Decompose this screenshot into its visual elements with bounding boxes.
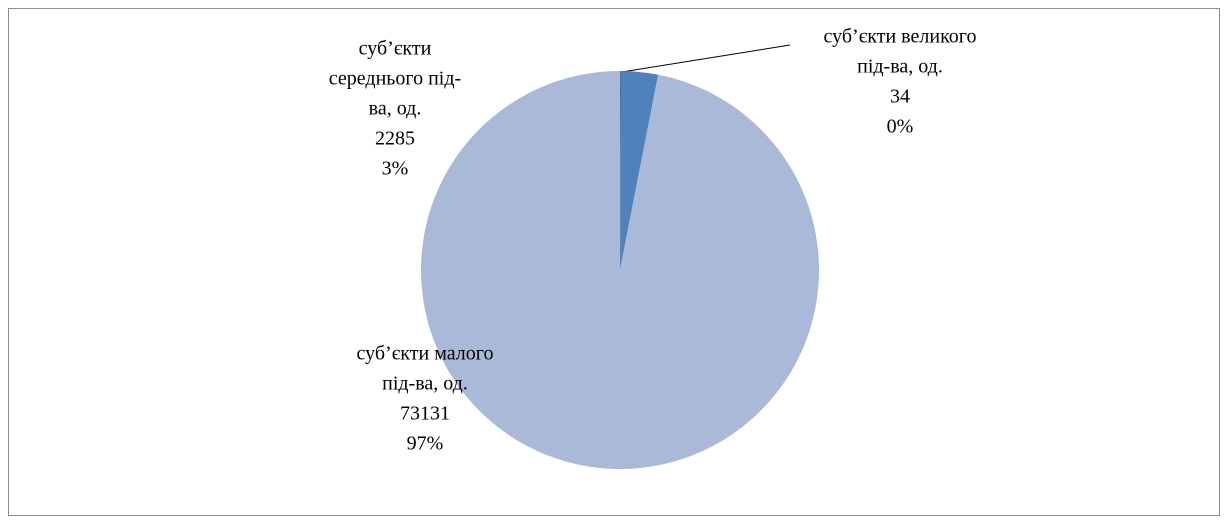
category-label: середнього під- [329, 68, 461, 90]
category-label: суб’єкти великого [824, 26, 977, 48]
category-label: суб’єкти [359, 38, 432, 60]
value-label: 73131 [400, 403, 450, 425]
percent-label: 3% [382, 158, 409, 180]
category-label: під-ва, од. [857, 56, 943, 78]
category-label: суб’єкти малого [357, 343, 494, 365]
pie-slice [421, 71, 820, 469]
category-label: під-ва, од. [382, 373, 468, 395]
value-label: 2285 [375, 128, 415, 150]
pie-slice [620, 71, 659, 271]
category-label: ва, од. [369, 98, 422, 120]
pie-slice [620, 71, 621, 270]
percent-label: 97% [407, 433, 444, 455]
leader-line [621, 44, 791, 73]
percent-label: 0% [887, 116, 914, 138]
value-label: 34 [890, 86, 910, 108]
